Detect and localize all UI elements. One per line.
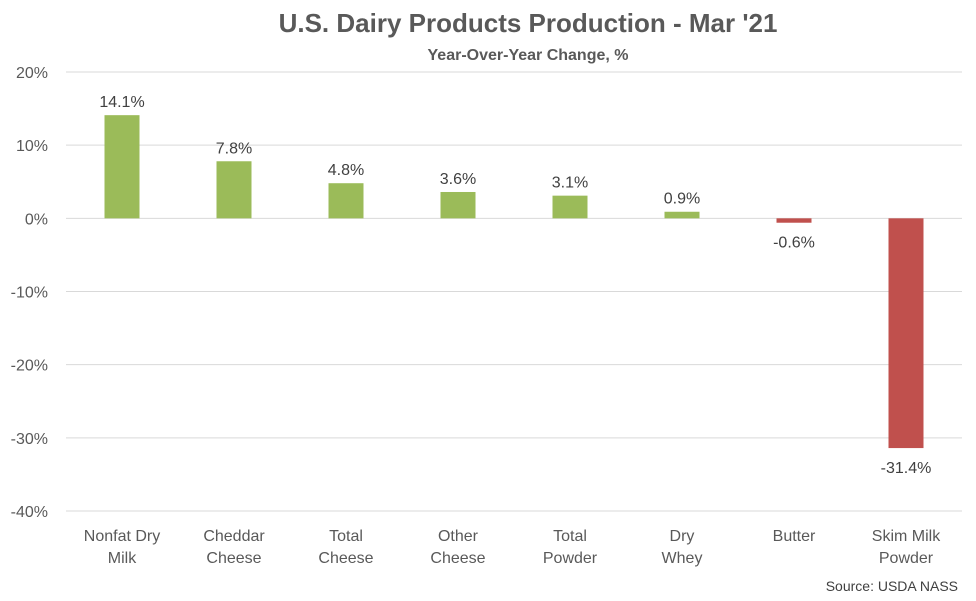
category-label-line: Butter: [773, 528, 816, 545]
bar: [776, 218, 812, 223]
y-axis-ticks: 20% 10% 0% -10% -20% -30% -40%: [11, 65, 48, 521]
category-label: Total Powder: [543, 528, 598, 567]
category-label-line: Powder: [543, 550, 598, 567]
bar: [664, 211, 700, 219]
category-label-line: Powder: [879, 550, 934, 567]
category-label-line: Cheese: [206, 550, 261, 567]
bar: [216, 161, 252, 219]
data-label: 7.8%: [216, 140, 252, 157]
bar: [104, 115, 140, 219]
y-tick-label: 0%: [25, 211, 48, 228]
category-label-line: Total: [329, 528, 363, 545]
category-label-line: Nonfat Dry: [84, 528, 160, 545]
y-tick-label: -20%: [11, 358, 48, 375]
data-label: 14.1%: [99, 94, 144, 111]
data-label: 3.1%: [552, 175, 588, 192]
bars: [104, 115, 924, 449]
category-label-line: Other: [438, 528, 479, 545]
data-label: 3.6%: [440, 171, 476, 188]
y-tick-label: -10%: [11, 285, 48, 302]
category-label: Dry Whey: [662, 528, 703, 567]
category-label: Total Cheese: [318, 528, 373, 567]
source-note: Source: USDA NASS: [826, 578, 958, 594]
category-label-line: Cheese: [430, 550, 485, 567]
y-tick-label: -40%: [11, 504, 48, 521]
category-label: Skim Milk Powder: [872, 528, 941, 567]
bar: [328, 183, 364, 219]
category-label-line: Dry: [670, 528, 695, 545]
gridlines: [66, 71, 962, 512]
data-labels: 14.1% 7.8% 4.8% 3.6% 3.1% 0.9% -0.6% -31.4%: [99, 94, 931, 477]
chart-subtitle: Year-Over-Year Change, %: [428, 47, 629, 64]
data-label: 4.8%: [328, 162, 364, 179]
bar: [552, 195, 588, 219]
bar: [440, 191, 476, 219]
category-label-line: Milk: [108, 550, 137, 567]
category-label-line: Skim Milk: [872, 528, 941, 545]
y-tick-label: -30%: [11, 431, 48, 448]
chart-title: U.S. Dairy Products Production - Mar '21: [279, 8, 778, 38]
category-label-line: Whey: [662, 550, 703, 567]
data-label: 0.9%: [664, 191, 700, 208]
y-tick-label: 10%: [16, 138, 48, 155]
category-label-line: Total: [553, 528, 587, 545]
bar: [888, 218, 924, 449]
category-label-line: Cheese: [318, 550, 373, 567]
data-label: -31.4%: [881, 460, 932, 477]
y-tick-label: 20%: [16, 65, 48, 82]
category-label: Other Cheese: [430, 528, 485, 567]
category-label: Nonfat Dry Milk: [84, 528, 160, 567]
category-label-line: Cheddar: [203, 528, 265, 545]
category-label: Cheddar Cheese: [203, 528, 265, 567]
category-label: Butter: [773, 528, 816, 545]
data-label: -0.6%: [773, 235, 815, 252]
